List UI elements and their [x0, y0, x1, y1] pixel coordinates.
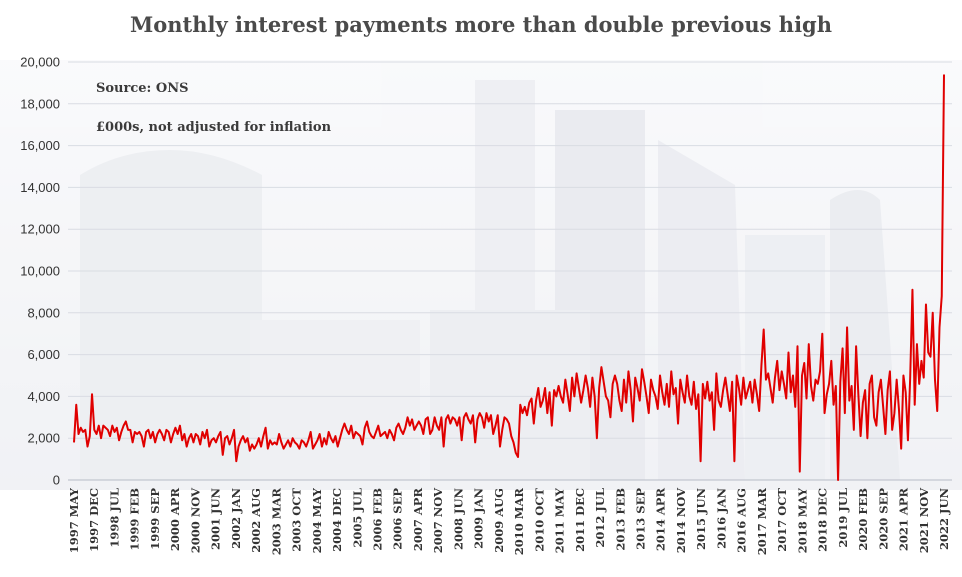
x-tick-label: 2014 APR [654, 488, 668, 552]
series-line [73, 74, 945, 481]
y-tick-label: 8,000 [27, 305, 60, 320]
x-tick-label: 2019 JUL [836, 488, 850, 548]
x-tick-label: 2017 MAR [755, 488, 769, 556]
x-tick-label: 2013 SEP [634, 488, 648, 550]
x-tick-label: 2021 NOV [917, 487, 931, 553]
x-tick-label: 2010 MAR [512, 488, 526, 556]
y-tick-label: 4,000 [27, 389, 60, 404]
y-tick-label: 10,000 [20, 264, 60, 279]
y-tick-label: 20,000 [20, 55, 60, 70]
x-tick-label: 2003 MAR [269, 488, 283, 556]
x-tick-label: 1997 MAY [67, 487, 81, 553]
x-tick-label: 2009 AUG [492, 488, 506, 553]
x-tick-label: 1997 DEC [87, 488, 101, 552]
x-tick-label: 2011 MAY [553, 487, 567, 553]
x-tick-label: 2020 FEB [856, 488, 870, 551]
x-tick-label: 2003 OCT [290, 488, 304, 552]
x-tick-label: 2004 DEC [330, 488, 344, 552]
x-tick-label: 2016 AUG [735, 488, 749, 553]
x-tick-label: 2007 APR [411, 488, 425, 552]
x-tick-label: 1999 SEP [148, 488, 162, 550]
x-tick-label: 1999 FEB [128, 488, 142, 551]
x-tick-label: 2011 DEC [573, 488, 587, 552]
x-tick-label: 2006 FEB [370, 488, 384, 551]
gridlines [68, 61, 952, 481]
y-tick-label: 2,000 [27, 431, 60, 446]
x-tick-label: 2007 NOV [431, 487, 445, 553]
x-tick-label: 2000 NOV [188, 487, 202, 553]
units-note: £000s, not adjusted for inflation [96, 120, 332, 135]
y-tick-label: 16,000 [20, 138, 60, 153]
x-tick-label: 2005 JUL [350, 488, 364, 548]
y-tick-label: 12,000 [20, 222, 60, 237]
x-tick-label: 2018 DEC [816, 488, 830, 552]
x-tick-label: 2013 FEB [613, 488, 627, 551]
y-axis: 0 2,000 4,000 6,000 8,000 10,000 12,000 14,000 1… [20, 55, 60, 488]
skyline-background [0, 60, 962, 490]
y-tick-label: 14,000 [20, 180, 60, 195]
x-tick-label: 2015 JUN [694, 488, 708, 550]
x-tick-label: 2010 OCT [532, 488, 546, 552]
x-tick-label: 2004 MAY [310, 487, 324, 553]
x-tick-label: 2006 SEP [391, 488, 405, 550]
x-tick-label: 2008 JUN [451, 488, 465, 550]
y-tick-label: 6,000 [27, 347, 60, 362]
x-tick-label: 2020 SEP [876, 488, 890, 550]
x-tick-label: 2016 JAN [714, 488, 728, 549]
series-layer [73, 74, 945, 481]
x-tick-label: 2017 OCT [775, 488, 789, 552]
y-tick-label: 0 [53, 473, 60, 488]
x-tick-label: 2000 APR [168, 488, 182, 552]
x-tick-label: 2002 JAN [229, 488, 243, 549]
x-tick-label: 2009 JAN [472, 488, 486, 549]
chart-title: Monthly interest payments more than doub… [129, 12, 833, 37]
x-tick-label: 2001 JUN [209, 488, 223, 550]
x-tick-label: 2018 MAY [795, 487, 809, 553]
x-tick-label: 2014 NOV [674, 487, 688, 553]
x-tick-label: 2022 JUN [937, 488, 951, 550]
x-tick-label: 2021 APR [897, 488, 911, 552]
x-tick-label: 1998 JUL [107, 488, 121, 548]
y-tick-label: 18,000 [20, 96, 60, 111]
x-tick-label: 2012 JUL [593, 488, 607, 548]
x-axis: 1997 MAY 1997 DEC 1998 JUL 1999 FEB 1999 SEP… [67, 487, 951, 555]
x-tick-label: 2002 AUG [249, 488, 263, 553]
source-note: Source: ONS [96, 81, 188, 96]
